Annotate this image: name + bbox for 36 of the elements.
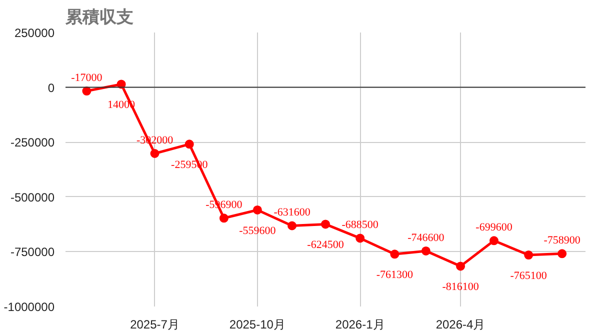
data-label: -631600 [274, 206, 311, 219]
y-tick-label: 250000 [14, 26, 55, 40]
y-tick-label: -1000000 [4, 300, 55, 314]
point [252, 205, 262, 214]
y-tick-label: 0 [48, 80, 55, 95]
data-label: -765100 [510, 270, 548, 282]
point [390, 250, 400, 259]
y-tick-label: -750000 [10, 245, 55, 260]
y-tick-label: -500000 [10, 190, 55, 204]
data-label: -758900 [544, 234, 581, 247]
data-label: -688500 [342, 219, 379, 232]
data-label: -17000 [71, 72, 103, 84]
point [288, 221, 297, 230]
point [356, 234, 365, 243]
point [321, 220, 330, 229]
point [558, 249, 567, 258]
x-tick-label: 2026-4月 [436, 318, 486, 332]
data-label: -559600 [239, 224, 276, 237]
point [219, 214, 228, 223]
point [524, 250, 534, 260]
x-tick-label: 2025-7月 [130, 318, 180, 332]
chart-title: 累積収支 [64, 8, 134, 28]
data-label: -699600 [476, 222, 513, 234]
x-tick-label: 2026-1月 [335, 318, 385, 332]
x-tick-label: 2025-10月 [229, 318, 286, 332]
point [490, 236, 498, 246]
data-label: -624500 [307, 239, 344, 252]
point [184, 140, 194, 149]
y-tick-label: -250000 [10, 136, 55, 150]
point [421, 246, 430, 256]
point [456, 262, 466, 271]
data-label: -761300 [376, 269, 414, 282]
data-label: -816100 [442, 281, 480, 294]
point [150, 149, 160, 158]
point [82, 86, 92, 96]
data-label: -746600 [408, 232, 445, 244]
